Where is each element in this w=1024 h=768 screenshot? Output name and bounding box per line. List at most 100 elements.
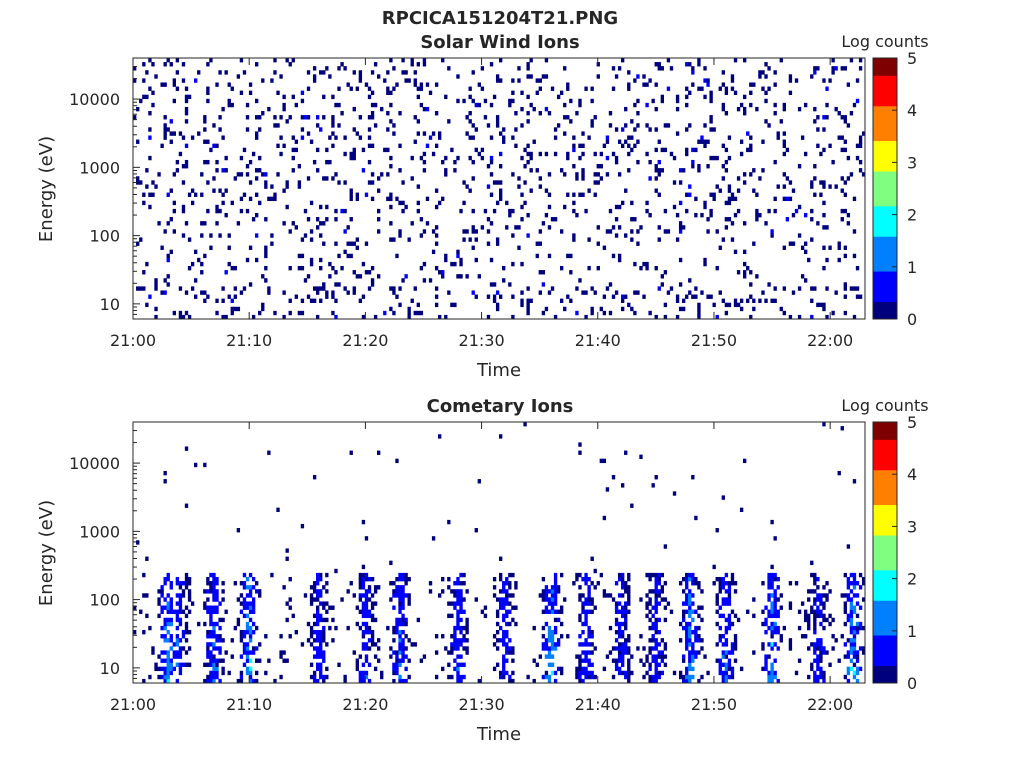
heatmap-cell	[736, 302, 741, 308]
heatmap-cell	[233, 286, 237, 291]
heatmap-cell	[282, 94, 286, 100]
heatmap-cell	[486, 184, 491, 189]
heatmap-cell	[715, 609, 719, 614]
heatmap-cell	[678, 200, 683, 206]
heatmap-cell	[669, 66, 674, 71]
heatmap-cell	[294, 102, 298, 108]
heatmap-cell	[535, 241, 539, 246]
heatmap-cell	[328, 261, 332, 267]
colorbar-segment	[873, 284, 897, 289]
heatmap-cell	[441, 634, 445, 639]
heatmap-cell	[575, 666, 579, 672]
heatmap-cell	[459, 605, 463, 610]
heatmap-cell	[215, 597, 219, 602]
heatmap-cell	[807, 674, 811, 680]
heatmap-cell	[401, 642, 405, 647]
heatmap-cell	[730, 74, 735, 79]
heatmap-cell	[255, 192, 259, 197]
heatmap-cell	[230, 306, 234, 312]
heatmap-cell	[657, 642, 661, 647]
heatmap-cell	[724, 625, 729, 631]
heatmap-cell	[502, 654, 506, 659]
heatmap-cell	[682, 625, 686, 631]
heatmap-cell	[499, 625, 503, 631]
colorbar-segment	[873, 652, 897, 658]
heatmap-cell	[590, 86, 594, 91]
heatmap-cell	[239, 634, 244, 639]
heatmap-cell	[166, 654, 170, 659]
heatmap-cell	[450, 642, 454, 647]
heatmap-cell	[468, 86, 472, 91]
heatmap-cell	[773, 589, 777, 594]
heatmap-cell	[456, 654, 460, 659]
heatmap-cell	[322, 678, 326, 684]
heatmap-cell	[822, 184, 826, 189]
heatmap-cell	[459, 638, 463, 643]
heatmap-cell	[547, 290, 552, 295]
heatmap-cell	[492, 180, 497, 185]
heatmap-cell	[560, 666, 564, 672]
heatmap-cell	[773, 196, 777, 202]
heatmap-cell	[526, 94, 530, 100]
heatmap-cell	[724, 670, 729, 676]
heatmap-cell	[535, 78, 539, 83]
heatmap-cell	[410, 176, 414, 181]
heatmap-cell	[358, 670, 363, 676]
heatmap-cell	[749, 314, 753, 320]
heatmap-cell	[489, 135, 494, 140]
heatmap-cell	[724, 302, 729, 308]
heatmap-cell	[718, 662, 722, 667]
heatmap-cell	[175, 642, 180, 647]
heatmap-cell	[389, 90, 393, 96]
heatmap-cell	[273, 678, 277, 684]
heatmap-cell	[660, 658, 664, 663]
heatmap-cell	[560, 90, 564, 96]
heatmap-cell	[749, 270, 753, 275]
heatmap-cell	[386, 111, 390, 116]
heatmap-cell	[157, 601, 161, 606]
heatmap-cell	[688, 678, 692, 684]
heatmap-cell	[813, 176, 817, 181]
colorbar-tick-label: 0	[907, 674, 917, 693]
heatmap-cell	[697, 605, 701, 610]
heatmap-cell	[654, 147, 658, 153]
heatmap-cell	[349, 253, 353, 259]
heatmap-cell	[727, 597, 732, 602]
heatmap-cell	[685, 674, 689, 680]
heatmap-cell	[822, 245, 826, 250]
heatmap-cell	[401, 70, 405, 75]
heatmap-cell	[367, 589, 372, 594]
heatmap-cell	[395, 593, 399, 598]
heatmap-cell	[688, 123, 692, 128]
heatmap-cell	[215, 159, 219, 165]
heatmap-cell	[746, 131, 750, 136]
heatmap-cell	[309, 139, 314, 144]
heatmap-cell	[370, 70, 375, 75]
heatmap-cell	[322, 629, 326, 635]
heatmap-cell	[605, 286, 610, 291]
heatmap-cell	[172, 98, 176, 104]
heatmap-cell	[852, 646, 857, 651]
heatmap-cell	[663, 654, 668, 659]
heatmap-cell	[807, 589, 811, 594]
heatmap-cell	[316, 662, 320, 667]
heatmap-cell	[166, 58, 170, 63]
heatmap-cell	[810, 217, 814, 222]
heatmap-cell	[419, 102, 424, 108]
heatmap-cell	[319, 629, 323, 635]
heatmap-cell	[407, 597, 411, 602]
heatmap-cell	[322, 658, 326, 663]
heatmap-cell	[200, 192, 204, 197]
heatmap-cell	[614, 617, 619, 623]
heatmap-cell	[273, 196, 277, 202]
heatmap-cell	[206, 581, 210, 586]
heatmap-cell	[675, 294, 680, 299]
heatmap-cell	[703, 143, 707, 149]
heatmap-cell	[797, 625, 802, 631]
heatmap-cell	[660, 638, 664, 643]
heatmap-cell	[157, 674, 161, 680]
heatmap-cell	[337, 66, 341, 71]
heatmap-cell	[404, 646, 408, 651]
heatmap-cell	[401, 208, 405, 214]
heatmap-cell	[343, 180, 347, 185]
